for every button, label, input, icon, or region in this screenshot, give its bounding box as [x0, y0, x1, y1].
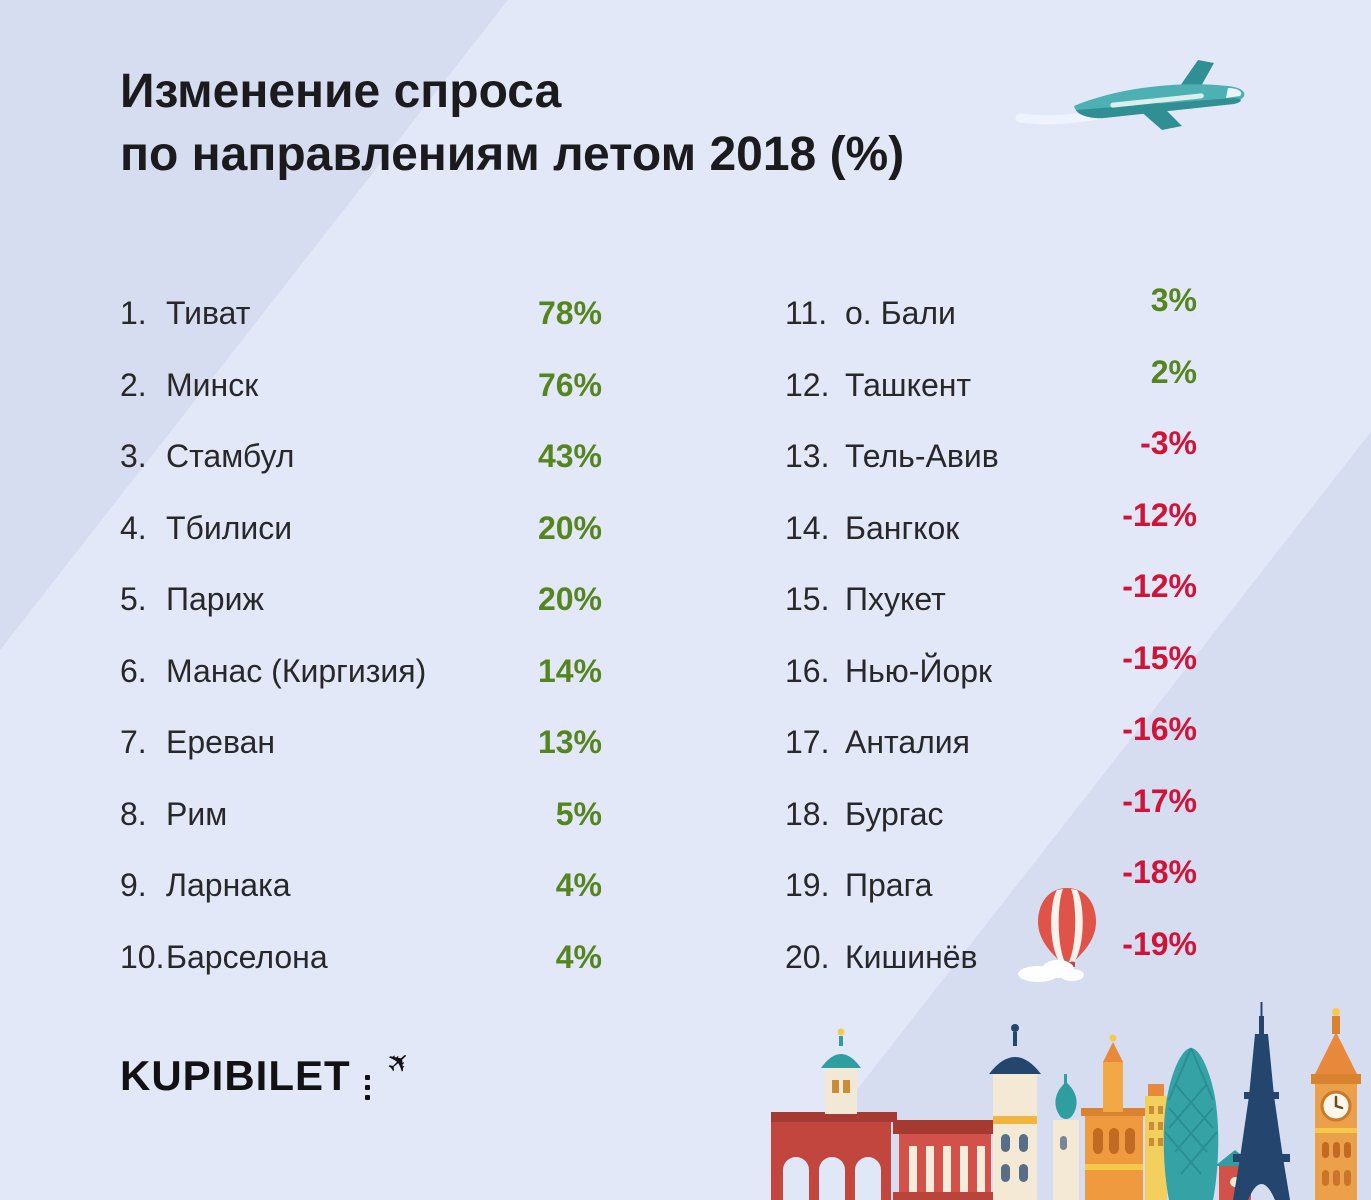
destination-row: 6. Манас (Киргизия) 14%: [120, 636, 602, 708]
destination-rank: 18.: [785, 795, 830, 832]
change-value: 20%: [537, 581, 602, 618]
destination-row: 10. Барселона 4%: [120, 922, 602, 994]
title-line-1: Изменение спроса: [120, 65, 562, 118]
destinations-list-right: 11. о. Бали 3% 12. Ташкент 2% 13. Тель-Авив -3…: [785, 278, 1197, 993]
destination-row: 12. Ташкент 2%: [785, 350, 1197, 422]
destination-row: 16. Нью-Йорк -15%: [785, 636, 1197, 708]
destination-name: Кишинёв: [845, 938, 978, 975]
destination-rank: 1.: [120, 295, 147, 332]
change-value: -12%: [1122, 496, 1197, 533]
destination-rank: 20.: [785, 938, 830, 975]
destination-name: Тель-Авив: [845, 438, 999, 475]
destination-rank: 17.: [785, 724, 830, 761]
destination-rank: 7.: [120, 724, 147, 761]
destination-rank: 13.: [785, 438, 830, 475]
cloud-icon: [1018, 960, 1084, 982]
destination-row: 18. Бургас -17%: [785, 779, 1197, 851]
destination-rank: 8.: [120, 795, 147, 832]
title-line-2: по направлениям летом 2018 (%): [120, 128, 905, 182]
destination-rank: 14.: [785, 509, 830, 546]
destination-name: Стамбул: [166, 438, 295, 475]
destination-name: Тбилиси: [166, 509, 293, 546]
destination-name: Ларнака: [166, 867, 291, 904]
hot-air-balloon-icon: [1038, 888, 1096, 978]
destination-rank: 5.: [120, 581, 147, 618]
destination-row: 4. Тбилиси 20%: [120, 493, 602, 565]
destination-name: Минск: [166, 366, 259, 403]
destination-row: 15. Пхукет -12%: [785, 564, 1197, 636]
destination-name: Нью-Йорк: [845, 652, 993, 689]
destination-name: Рим: [166, 795, 228, 832]
destination-rank: 6.: [120, 652, 147, 689]
destinations-list-left: 1. Тиват 78% 2. Минск 76% 3. Стамбул 43% 4. Тби…: [120, 278, 602, 993]
destination-row: 3. Стамбул 43%: [120, 421, 602, 493]
destination-rank: 2.: [120, 366, 147, 403]
change-value: 4%: [555, 867, 602, 904]
destination-rank: 12.: [785, 366, 830, 403]
destination-name: Бургас: [845, 795, 944, 832]
change-value: -18%: [1122, 854, 1197, 891]
airplane-icon: [1015, 60, 1245, 130]
change-value: 5%: [555, 795, 602, 832]
destination-row: 13. Тель-Авив -3%: [785, 421, 1197, 493]
destination-row: 7. Ереван 13%: [120, 707, 602, 779]
change-value: 3%: [1150, 282, 1197, 319]
destination-rank: 4.: [120, 509, 147, 546]
change-value: -3%: [1140, 425, 1197, 462]
destination-name: Бангкок: [845, 509, 960, 546]
change-value: 78%: [537, 295, 602, 332]
destination-row: 14. Бангкок -12%: [785, 493, 1197, 565]
change-value: -15%: [1122, 639, 1197, 676]
destination-row: 1. Тиват 78%: [120, 278, 602, 350]
destination-name: Париж: [166, 581, 264, 618]
destination-rank: 16.: [785, 652, 830, 689]
destination-name: о. Бали: [845, 295, 956, 332]
destination-name: Пхукет: [845, 581, 946, 618]
logo-plane-icon: ✈: [379, 1042, 419, 1083]
destination-rank: 9.: [120, 867, 147, 904]
destination-row: 19. Прага -18%: [785, 850, 1197, 922]
destination-name: Ереван: [166, 724, 276, 761]
change-value: 4%: [555, 938, 602, 975]
destination-rank: 3.: [120, 438, 147, 475]
destination-row: 2. Минск 76%: [120, 350, 602, 422]
change-value: 13%: [537, 724, 602, 761]
change-value: 76%: [537, 366, 602, 403]
change-value: -16%: [1122, 711, 1197, 748]
brand-logo: KUPIBILET ✈: [120, 1042, 419, 1104]
destination-name: Манас (Киргизия): [166, 652, 427, 689]
logo-text: KUPIBILET: [120, 1052, 351, 1099]
change-value: -19%: [1122, 925, 1197, 962]
change-value: 2%: [1150, 353, 1197, 390]
destination-row: 17. Анталия -16%: [785, 707, 1197, 779]
change-value: 14%: [537, 652, 602, 689]
change-value: -12%: [1122, 568, 1197, 605]
destination-row: 5. Париж 20%: [120, 564, 602, 636]
logo-dots: [364, 1075, 370, 1100]
change-value: 20%: [537, 509, 602, 546]
destination-rank: 19.: [785, 867, 830, 904]
destination-rank: 11.: [785, 295, 828, 332]
change-value: 43%: [537, 438, 602, 475]
destination-rank: 10.: [120, 938, 165, 975]
destination-row: 8. Рим 5%: [120, 779, 602, 851]
destination-row: 20. Кишинёв -19%: [785, 922, 1197, 994]
destination-row: 11. о. Бали 3%: [785, 278, 1197, 350]
destination-name: Анталия: [845, 724, 970, 761]
destination-name: Тиват: [166, 295, 251, 332]
page-title: Изменение спроса по направлениям летом 2…: [120, 60, 904, 187]
destination-row: 9. Ларнака 4%: [120, 850, 602, 922]
destination-name: Прага: [845, 867, 933, 904]
change-value: -17%: [1122, 782, 1197, 819]
destination-rank: 15.: [785, 581, 830, 618]
destination-name: Ташкент: [845, 366, 972, 403]
destination-name: Барселона: [166, 938, 328, 975]
logo-mark: ✈: [363, 1042, 419, 1104]
city-skyline-illustration: [771, 1002, 1361, 1200]
